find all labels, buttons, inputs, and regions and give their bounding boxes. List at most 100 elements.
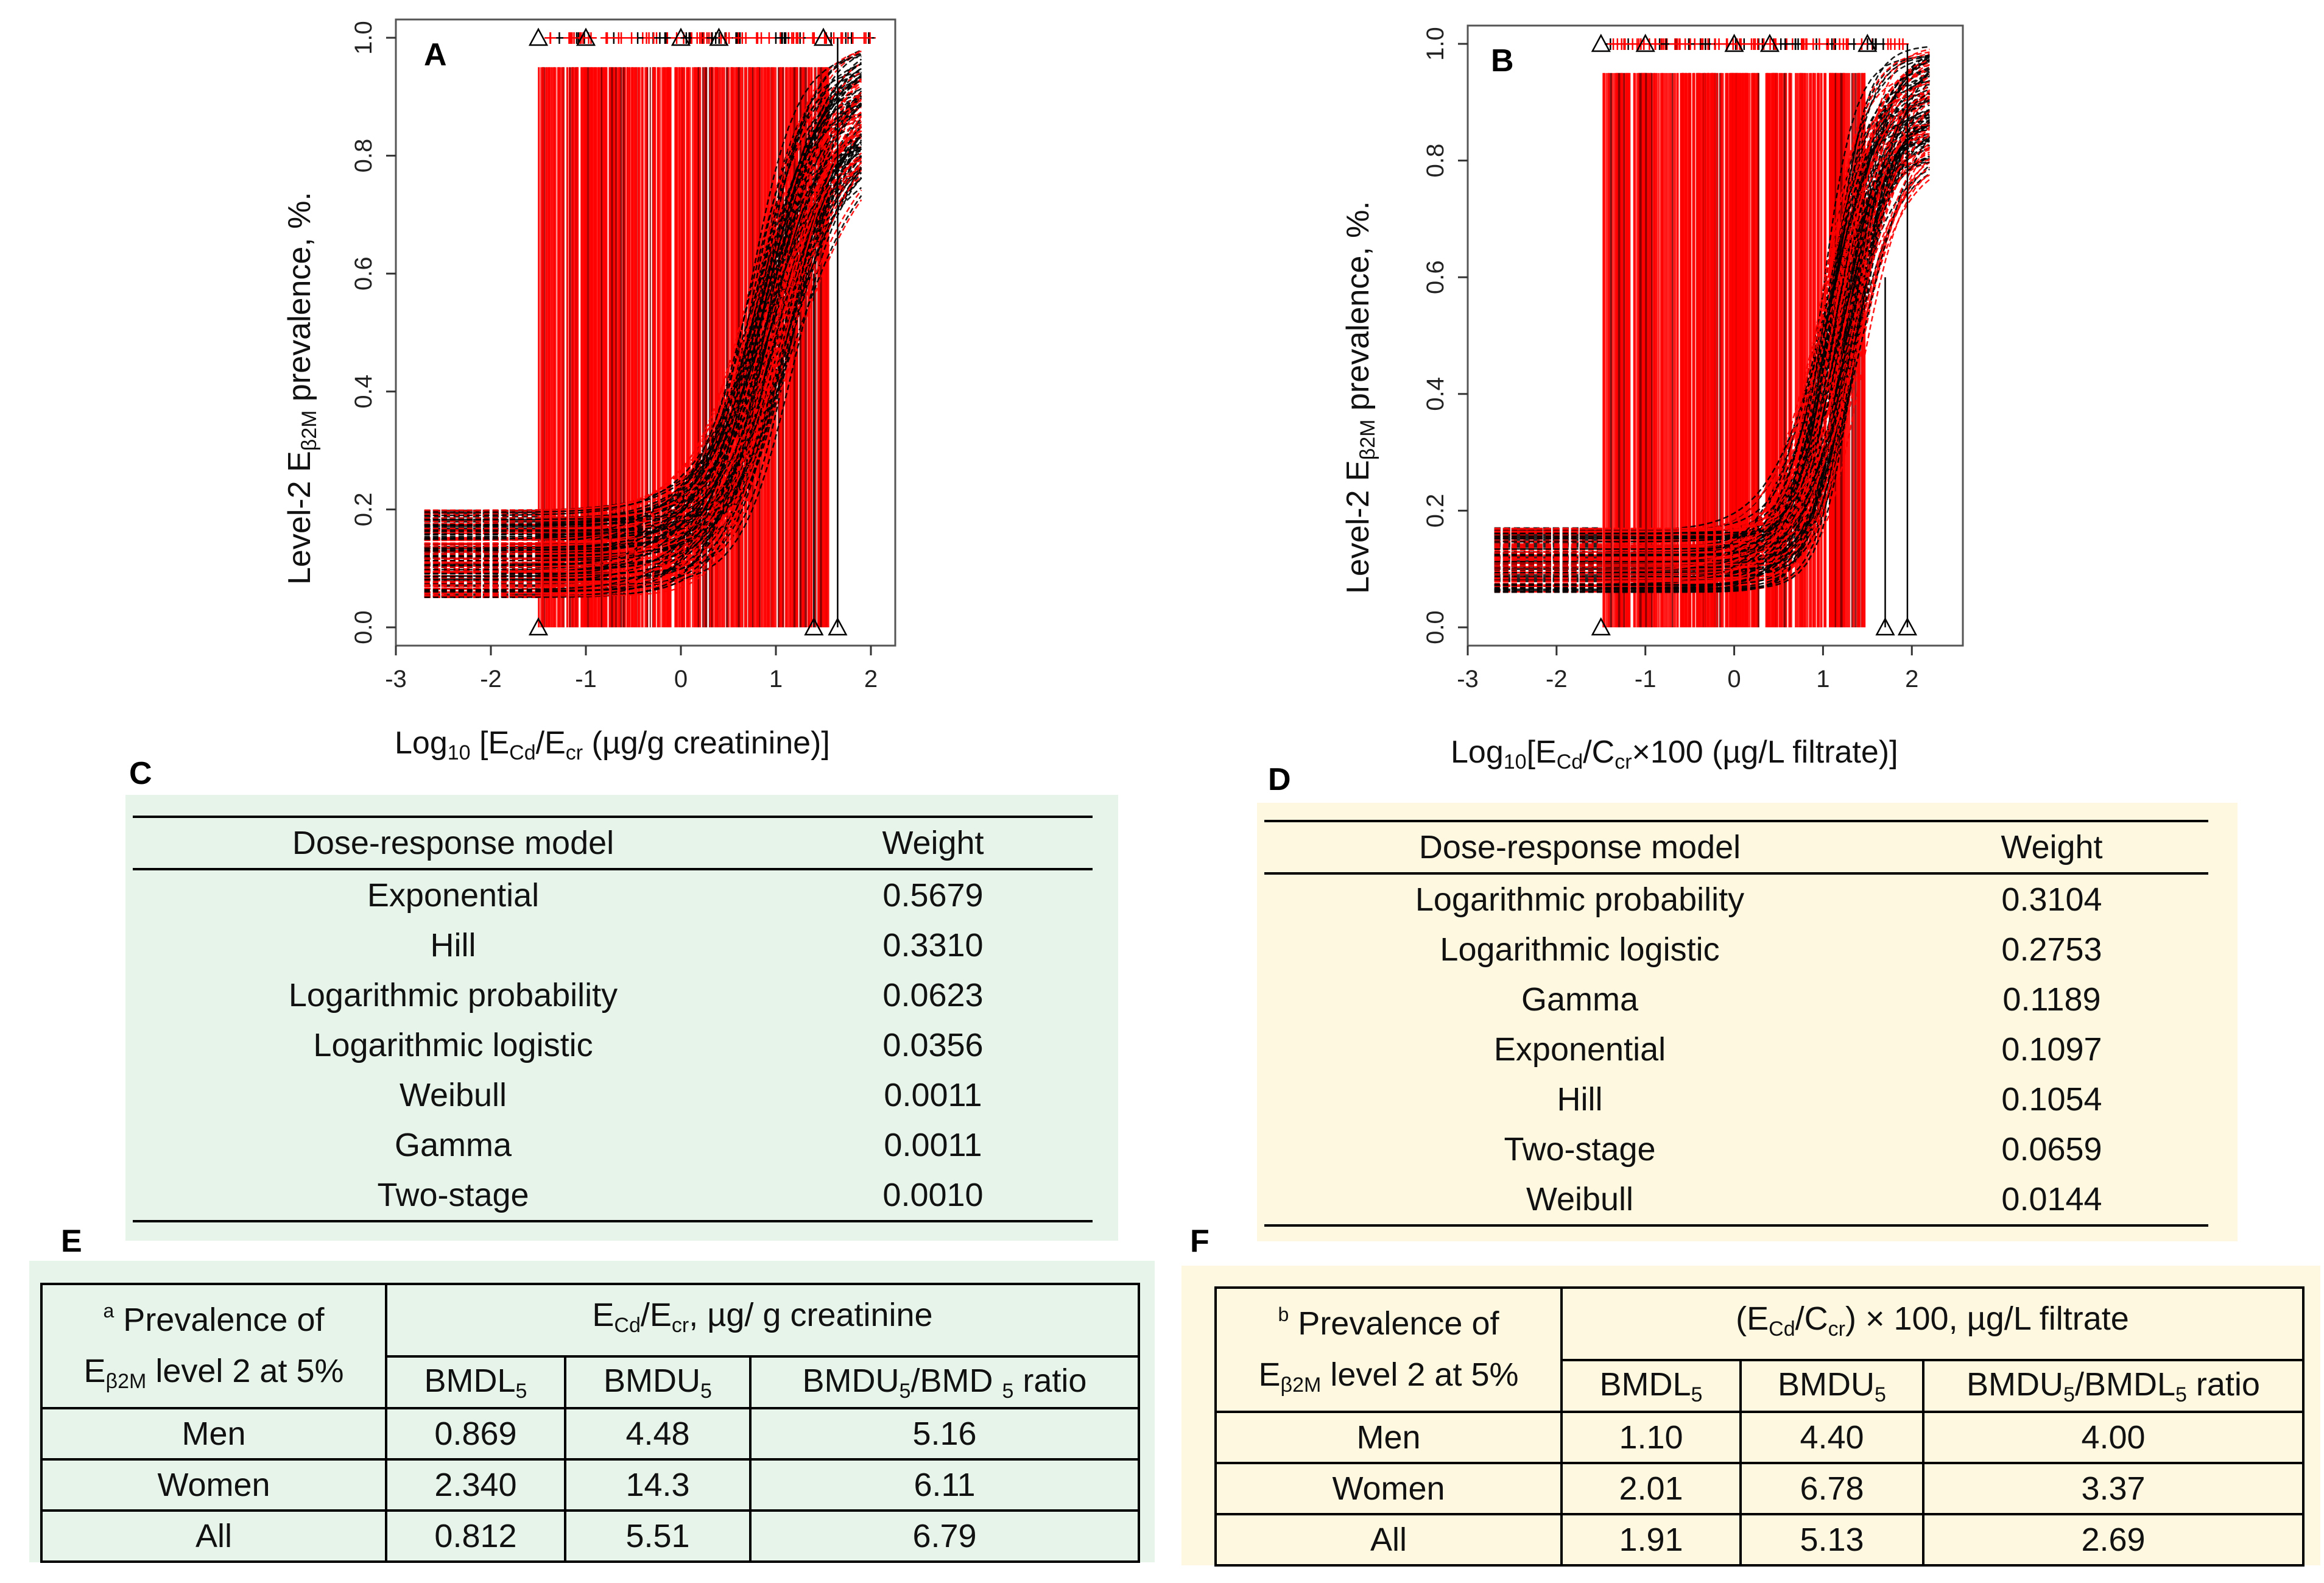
triangle-marker: [528, 27, 549, 46]
top-marker: +: [696, 27, 711, 49]
model-fit-curve: [424, 123, 862, 583]
table-header-row: Dose-response model Weight: [133, 816, 1093, 870]
top-marker: +: [563, 27, 579, 49]
top-marker: +: [599, 27, 614, 49]
top-marker: +: [1659, 33, 1674, 55]
top-marker: +: [858, 27, 873, 49]
top-marker: +: [845, 27, 861, 49]
top-marker: +: [1887, 33, 1903, 55]
weight-cell: 0.5679: [882, 877, 984, 914]
col-header-bmdl: BMDL5: [385, 1355, 566, 1409]
top-marker: +: [1791, 33, 1806, 55]
group-cell: Women: [40, 1458, 387, 1512]
top-marker: +: [834, 27, 850, 49]
bmdl-cell: 1.10: [1560, 1411, 1742, 1464]
weight-cell: 0.3310: [882, 927, 984, 964]
top-marker: +: [624, 27, 639, 49]
model-fit-curve: [424, 175, 862, 546]
top-marker: +: [781, 27, 796, 49]
top-marker: +: [1654, 33, 1669, 55]
model-fit-curve: [424, 111, 862, 552]
col-header-bmdu: BMDU5: [1739, 1359, 1924, 1413]
top-marker: +: [838, 27, 853, 49]
top-marker: +: [613, 27, 629, 49]
top-marker: +: [652, 27, 667, 49]
top-marker: +: [1892, 33, 1907, 55]
x-tick-label: -2: [480, 666, 502, 693]
model-name-cell: Weibull: [1264, 1174, 1895, 1227]
x-tick-label: -1: [575, 666, 597, 693]
group-cell: Women: [1214, 1462, 1563, 1515]
top-marker: +: [1610, 33, 1625, 55]
bmdl-cell: 2.340: [385, 1458, 566, 1512]
top-marker: +: [749, 27, 764, 49]
top-marker: +: [657, 27, 672, 49]
top-marker: +: [750, 27, 765, 49]
model-name-cell: Logarithmic probability: [288, 977, 618, 1014]
top-marker: +: [738, 27, 753, 49]
model-fit-curve: [1494, 133, 1930, 529]
model-weight-table-c: Dose-response model Weight Exponential 0.…: [125, 795, 1118, 1241]
group-cell: Men: [40, 1407, 387, 1461]
weight-cell: 0.0144: [1895, 1174, 2208, 1227]
model-fit-curve: [424, 150, 862, 577]
top-marker: +: [1839, 33, 1854, 55]
plots-canvas: +++ +++ + + +++ ++ ++++ +++ + ++ +++ +++++ +++ ++ ++ ++…: [350, 18, 1964, 693]
table-row: Hill 0.1054: [1264, 1074, 2208, 1124]
top-marker: +: [784, 27, 800, 49]
table-row: Two-stage 0.0659: [1264, 1124, 2208, 1174]
panel-letter-c: C: [129, 756, 152, 791]
top-marker: +: [761, 27, 776, 49]
model-fit-curve: [424, 159, 862, 597]
triangle-marker: [828, 617, 848, 636]
top-marker: +: [734, 27, 750, 49]
model-fit-curve: [1494, 119, 1930, 569]
y-axis-label-a: Level-2 Eβ2M prevalence, %.: [282, 192, 321, 585]
model-fit-curve: [424, 132, 862, 573]
ratio-cell: 3.37: [1922, 1462, 2305, 1515]
weight-cell: 0.0011: [884, 1127, 982, 1163]
top-marker: +: [796, 27, 811, 49]
bmdu-cell: 14.3: [564, 1458, 752, 1512]
model-fit-curve: [424, 63, 862, 593]
model-fit-curve: [1494, 46, 1930, 538]
top-marker: +: [1744, 33, 1759, 55]
col-header-ratio: BMDU5/BMD 5 ratio: [749, 1355, 1140, 1409]
model-name-cell: Logarithmic logistic: [1440, 931, 1720, 968]
top-marker: +: [1788, 33, 1803, 55]
model-fit-curve: [424, 96, 862, 517]
top-marker: +: [1826, 33, 1842, 55]
group-cell: Men: [1214, 1411, 1563, 1464]
top-marker: +: [732, 27, 747, 49]
top-marker: +: [695, 27, 710, 49]
triangle-marker: [1857, 33, 1878, 52]
model-fit-curve: [424, 74, 862, 551]
top-marker: +: [1687, 33, 1702, 55]
y-axis-label-b: Level-2 Eβ2M prevalence, %.: [1340, 201, 1379, 594]
top-marker: +: [1820, 33, 1836, 55]
triangle-marker: [671, 27, 691, 46]
top-marker: +: [1700, 33, 1716, 55]
col-header-weight: Weight: [773, 816, 1093, 870]
table-corner-cell: b Prevalence of Eβ2M level 2 at 5%: [1214, 1286, 1563, 1413]
model-name-cell: Logarithmic probability: [1415, 881, 1745, 918]
triangle-marker: [1759, 33, 1780, 52]
table-row: Gamma 0.1189: [1264, 975, 2208, 1024]
model-fit-curve: [424, 71, 862, 519]
triangle-marker: [1591, 617, 1611, 636]
plot-a: +++ +++ + + +++ ++ ++++ +++ + ++ +++ +++++ +++ ++ ++ ++…: [350, 18, 896, 693]
top-marker: +: [1670, 33, 1685, 55]
table-header-row: a Prevalence of Eβ2M level 2 at 5% ECd/E…: [40, 1282, 1140, 1409]
triangle-marker: [576, 27, 596, 46]
weight-cell: 0.0010: [773, 1170, 1093, 1222]
top-marker: +: [1698, 33, 1713, 55]
top-marker: +: [789, 27, 804, 49]
table-row: Men 0.869 4.48 5.16: [40, 1407, 1140, 1461]
top-marker: +: [773, 27, 788, 49]
top-marker: +: [552, 27, 567, 49]
top-marker: +: [611, 27, 626, 49]
triangle-marker: [1724, 33, 1744, 52]
model-fit-curve: [424, 52, 862, 557]
top-marker: +: [1672, 33, 1687, 55]
table-row: Men 1.10 4.40 4.00: [1214, 1411, 2305, 1464]
